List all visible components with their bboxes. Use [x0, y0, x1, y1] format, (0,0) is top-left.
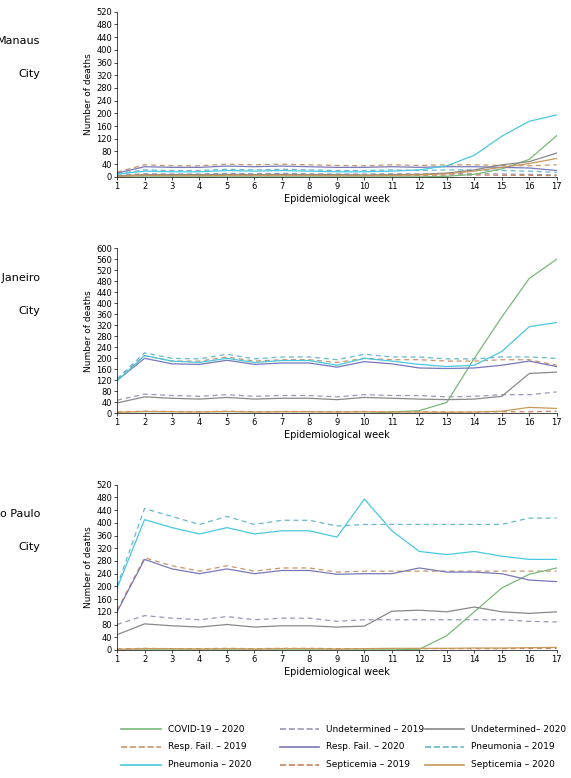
X-axis label: Epidemiological week: Epidemiological week — [284, 667, 390, 677]
Text: Pneumonia – 2019: Pneumonia – 2019 — [471, 742, 554, 751]
Text: Rio de Janeiro: Rio de Janeiro — [0, 273, 40, 283]
Text: City: City — [18, 306, 40, 316]
Text: Resp. Fail. – 2019: Resp. Fail. – 2019 — [168, 742, 246, 751]
Y-axis label: Number of deaths: Number of deaths — [85, 290, 94, 372]
Text: City: City — [18, 542, 40, 552]
Text: Manaus: Manaus — [0, 37, 40, 47]
Text: São Paulo: São Paulo — [0, 510, 40, 520]
Text: Undetermined – 2019: Undetermined – 2019 — [326, 724, 424, 734]
Text: Pneumonia – 2020: Pneumonia – 2020 — [168, 760, 251, 769]
Text: COVID-19 – 2020: COVID-19 – 2020 — [168, 724, 244, 734]
Text: Undetermined– 2020: Undetermined– 2020 — [471, 724, 566, 734]
Text: Septicemia – 2020: Septicemia – 2020 — [471, 760, 555, 769]
Y-axis label: Number of deaths: Number of deaths — [85, 527, 94, 608]
Text: Resp. Fail. – 2020: Resp. Fail. – 2020 — [326, 742, 404, 751]
Text: Septicemia – 2019: Septicemia – 2019 — [326, 760, 410, 769]
Y-axis label: Number of deaths: Number of deaths — [85, 54, 94, 135]
X-axis label: Epidemiological week: Epidemiological week — [284, 430, 390, 440]
X-axis label: Epidemiological week: Epidemiological week — [284, 194, 390, 204]
Text: City: City — [18, 69, 40, 79]
